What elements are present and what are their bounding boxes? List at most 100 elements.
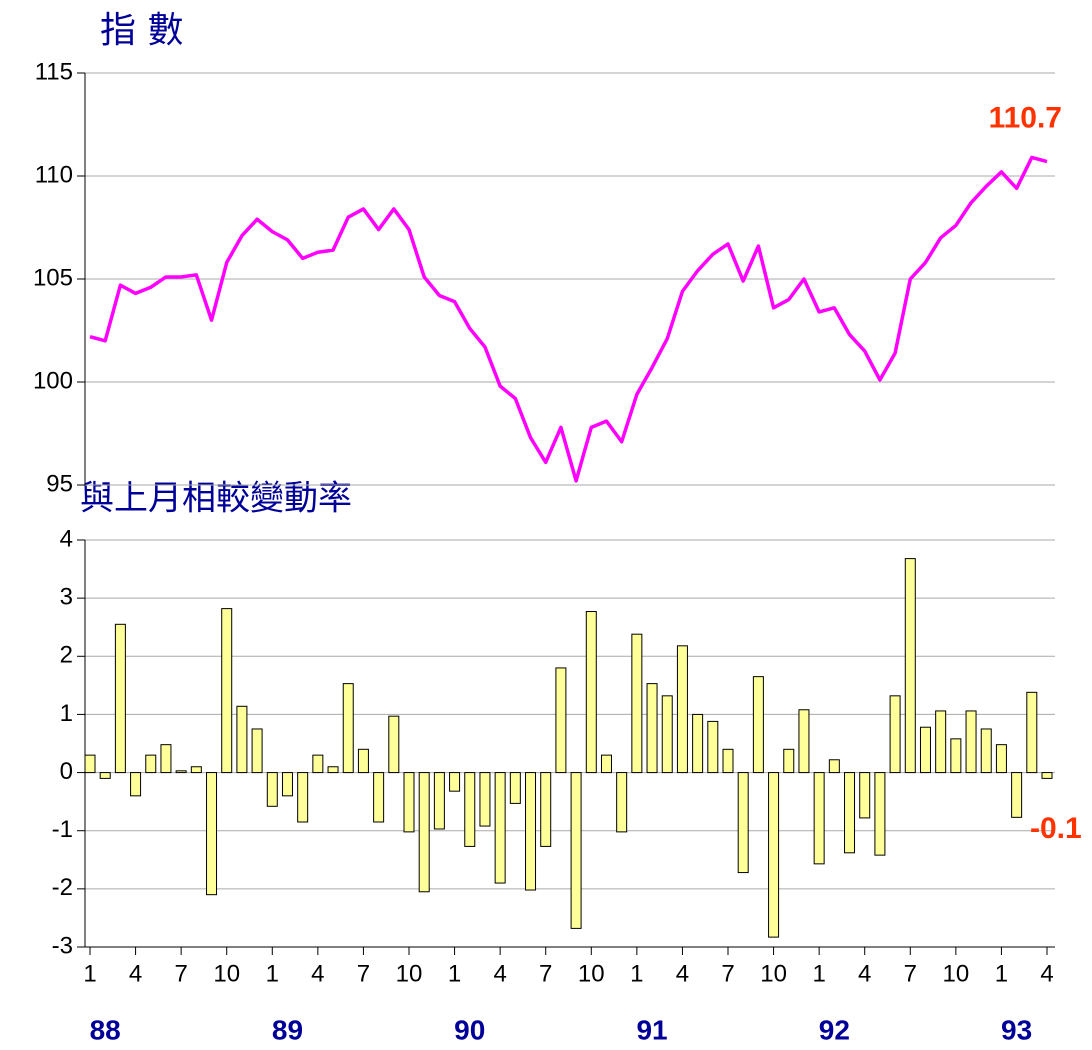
- bar: [995, 744, 1007, 774]
- y-tick-label: -1: [52, 816, 73, 843]
- bar: [844, 772, 856, 854]
- x-tick-label: 7: [539, 960, 552, 987]
- bar: [768, 772, 780, 938]
- bar: [859, 772, 871, 819]
- bar: [494, 772, 506, 884]
- bar: [418, 772, 430, 893]
- y-tick-label: 1: [60, 700, 73, 727]
- y-tick-label: 0: [60, 758, 73, 785]
- bar: [1041, 772, 1053, 779]
- x-tick-label: 7: [721, 960, 734, 987]
- bar: [783, 748, 795, 774]
- bar: [190, 766, 202, 774]
- bar: [676, 645, 688, 774]
- x-tick-label: 1: [266, 960, 279, 987]
- bar: [221, 608, 233, 774]
- bar: [828, 759, 840, 774]
- x-tick-label: 7: [174, 960, 187, 987]
- y-tick-label: -3: [52, 932, 73, 959]
- bar: [509, 772, 521, 804]
- bar: [813, 772, 825, 865]
- x-tick-label: 10: [396, 960, 423, 987]
- x-tick-label: 10: [578, 960, 605, 987]
- x-tick-label: 1: [995, 960, 1008, 987]
- x-tick-label: 10: [760, 960, 787, 987]
- bar: [373, 772, 385, 823]
- x-tick-label: 4: [129, 960, 142, 987]
- bar: [646, 683, 658, 774]
- y-tick-label: 115: [35, 58, 73, 85]
- bar: [631, 633, 643, 774]
- x-tick-label: 7: [357, 960, 370, 987]
- bar: [980, 728, 992, 774]
- bar: [707, 720, 719, 774]
- bar: [1011, 772, 1023, 818]
- bar: [449, 772, 461, 792]
- bar: [692, 713, 704, 774]
- bar: [904, 558, 916, 774]
- x-tick-label: 1: [812, 960, 825, 987]
- bar: [935, 710, 947, 774]
- y-tick-label: 95: [46, 470, 73, 497]
- bar: [266, 772, 278, 807]
- y-tick-label: 3: [60, 583, 73, 610]
- x-tick-label: 10: [213, 960, 240, 987]
- chart-title: 指 數: [100, 10, 183, 51]
- bar: [616, 772, 628, 833]
- year-label: 90: [454, 1014, 485, 1045]
- bar: [464, 772, 476, 847]
- annotation: -0.1: [1030, 812, 1082, 845]
- bar: [99, 772, 111, 779]
- y-tick-label: 100: [33, 367, 73, 394]
- bar: [160, 744, 172, 774]
- x-tick-label: 7: [904, 960, 917, 987]
- y-tick-label: 4: [60, 525, 73, 552]
- bar: [206, 772, 218, 896]
- x-tick-label: 1: [630, 960, 643, 987]
- y-tick-label: -2: [52, 874, 73, 901]
- bar: [889, 695, 901, 774]
- bar: [130, 772, 142, 797]
- x-tick-label: 4: [1040, 960, 1053, 987]
- bar: [84, 754, 96, 774]
- bar: [342, 683, 354, 774]
- annotation: 110.7: [989, 102, 1062, 135]
- bar: [661, 695, 673, 774]
- bar: [1026, 691, 1038, 774]
- y-tick-label: 105: [33, 264, 73, 291]
- bar: [114, 623, 126, 774]
- bar: [874, 772, 886, 856]
- year-label: 89: [272, 1014, 303, 1045]
- bar: [585, 611, 597, 774]
- bar: [950, 738, 962, 774]
- x-tick-label: 10: [943, 960, 970, 987]
- bar: [403, 772, 415, 833]
- bar: [570, 772, 582, 929]
- x-tick-label: 4: [493, 960, 506, 987]
- year-label: 92: [819, 1014, 850, 1045]
- bar: [327, 766, 339, 774]
- bar: [297, 772, 309, 823]
- bar: [798, 709, 810, 774]
- bar: [281, 772, 293, 797]
- year-label: 91: [636, 1014, 667, 1045]
- bar: [145, 754, 157, 774]
- bar: [175, 770, 187, 774]
- bar: [479, 772, 491, 827]
- bar: [388, 715, 400, 774]
- x-tick-label: 1: [83, 960, 96, 987]
- bar: [357, 748, 369, 774]
- bar: [312, 754, 324, 774]
- bar: [965, 710, 977, 774]
- bar: [540, 772, 552, 847]
- x-tick-label: 4: [676, 960, 689, 987]
- y-tick-label: 2: [60, 642, 73, 669]
- bar: [433, 772, 445, 830]
- bar: [919, 726, 931, 774]
- bar: [600, 754, 612, 774]
- x-tick-label: 4: [858, 960, 871, 987]
- year-label: 88: [90, 1014, 121, 1045]
- bar: [555, 667, 567, 774]
- y-tick-label: 110: [35, 161, 73, 188]
